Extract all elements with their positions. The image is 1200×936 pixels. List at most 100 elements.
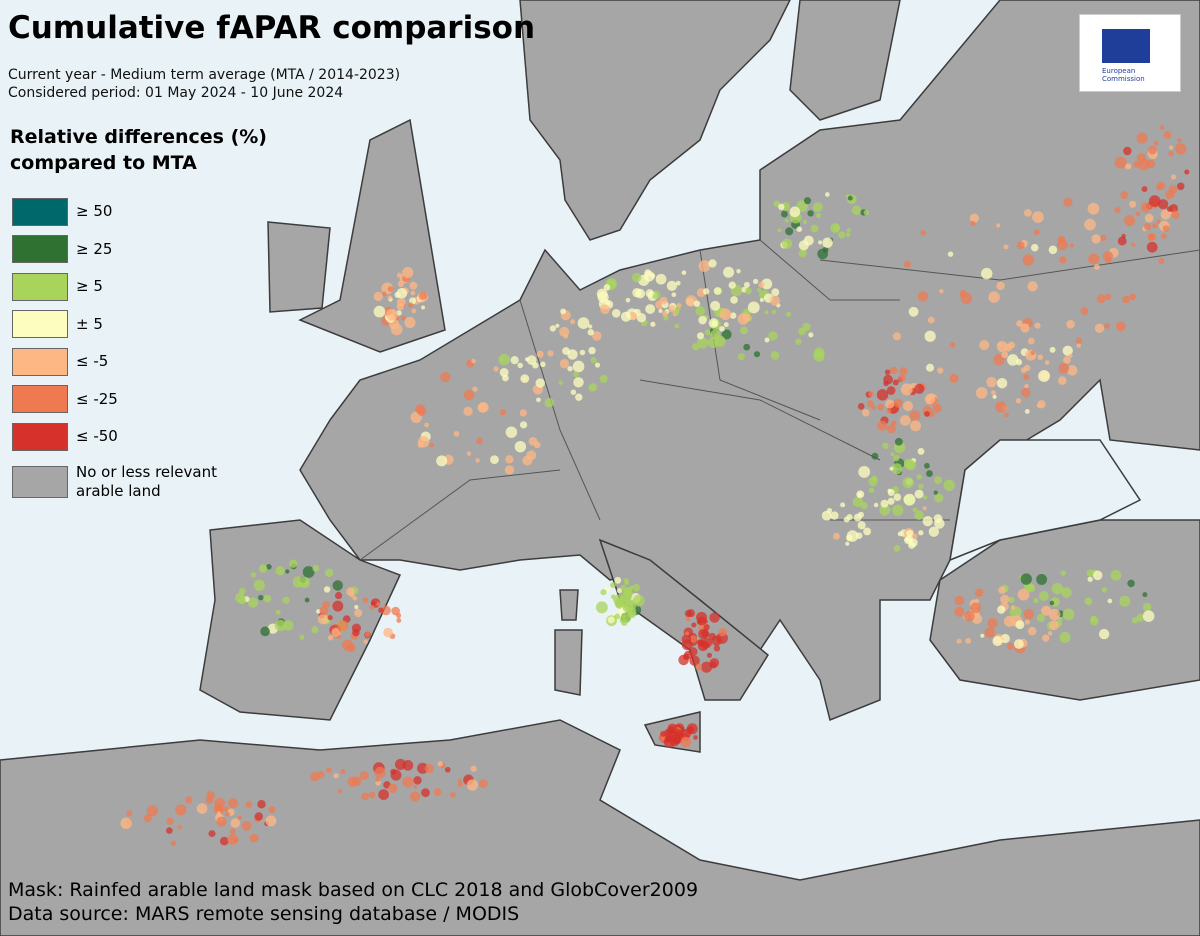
patch-dot (600, 304, 610, 315)
patch-dot (547, 350, 554, 357)
patch-dot (1024, 409, 1030, 414)
patch-dot (912, 507, 918, 513)
patch-dot (927, 316, 935, 324)
patch-dot (378, 607, 384, 613)
patch-dot (992, 636, 1003, 647)
logo-line: European (1102, 67, 1136, 75)
patch-dot (1153, 140, 1159, 146)
patch-dot (620, 618, 628, 626)
patch-dot (689, 635, 697, 643)
patch-dot (363, 639, 368, 645)
patch-dot (373, 305, 386, 318)
legend-title: Relative differences (%) compared to MTA (10, 124, 267, 176)
patch-dot (709, 661, 717, 669)
patch-dot (1136, 613, 1145, 622)
patch-dot (274, 619, 287, 632)
patch-dot (964, 610, 975, 622)
patch-dot (421, 788, 430, 798)
patch-dot (391, 606, 401, 616)
patch-dot (373, 291, 383, 302)
patch-dot (354, 605, 359, 610)
legend-swatch (12, 385, 68, 414)
patch-dot (175, 804, 187, 816)
patch-dot (889, 466, 894, 471)
patch-dot (1057, 235, 1066, 244)
patch-dot (1119, 595, 1131, 607)
patch-dot (709, 612, 720, 623)
patch-dot (1049, 346, 1056, 353)
patch-dot (924, 330, 936, 342)
patch-dot (317, 614, 328, 625)
patch-dot (1001, 351, 1009, 359)
legend-label: ≤ -50 (76, 427, 118, 446)
patch-dot (781, 210, 788, 218)
patch-dot (616, 603, 623, 609)
patch-dot (663, 735, 676, 748)
patch-dot (1171, 210, 1180, 219)
patch-dot (846, 530, 859, 542)
footer: Mask: Rainfed arable land mask based on … (8, 878, 698, 926)
patch-dot (918, 483, 924, 490)
patch-dot (376, 602, 381, 607)
patch-dot (866, 400, 874, 408)
patch-dot (798, 249, 807, 258)
patch-dot (934, 476, 943, 485)
legend-item: ≥ 5 (12, 268, 236, 306)
patch-dot (785, 227, 794, 236)
patch-dot (846, 228, 851, 233)
patch-dot (493, 366, 499, 372)
patch-dot (917, 291, 929, 302)
patch-dot (420, 305, 426, 310)
patch-dot (388, 783, 398, 793)
patch-dot (650, 321, 656, 327)
patch-dot (610, 581, 617, 589)
patch-dot (803, 235, 814, 246)
patch-dot (1060, 570, 1066, 576)
patch-dot (258, 594, 264, 601)
patch-dot (1051, 582, 1064, 595)
patch-dot (1125, 163, 1132, 170)
patch-dot (410, 290, 416, 296)
patch-dot (832, 532, 840, 540)
patch-dot (807, 210, 814, 217)
patch-dot (396, 272, 402, 278)
patch-dot (263, 594, 272, 603)
patch-dot (411, 308, 417, 314)
patch-dot (884, 369, 891, 375)
patch-dot (1049, 600, 1055, 606)
patch-dot (249, 833, 259, 843)
patch-dot (908, 306, 919, 317)
patch-dot (254, 812, 263, 821)
patch-dot (723, 266, 735, 278)
patch-dot (1062, 608, 1075, 621)
patch-dot (969, 213, 979, 223)
patch-dot (853, 513, 862, 522)
patch-dot (924, 393, 936, 405)
patch-dot (302, 566, 315, 578)
patch-dot (713, 287, 722, 295)
patch-dot (698, 260, 711, 273)
patch-dot (595, 601, 608, 614)
legend-swatch (12, 197, 68, 226)
patch-dot (332, 600, 344, 612)
patch-dot (1148, 195, 1161, 207)
patch-dot (939, 288, 944, 294)
patch-dot (1059, 631, 1071, 643)
patch-dot (676, 302, 682, 308)
patch-dot (1068, 353, 1073, 358)
patch-dot (996, 223, 1001, 228)
patch-dot (822, 246, 829, 253)
patch-dot (1142, 592, 1148, 598)
patch-dot (988, 291, 1000, 303)
patch-dot (1038, 590, 1049, 601)
patch-dot (597, 291, 609, 303)
patch-dot (893, 454, 900, 462)
patch-dot (1087, 576, 1093, 582)
patch-dot (1144, 223, 1152, 231)
patch-dot (1146, 159, 1156, 169)
patch-dot (868, 487, 875, 494)
patch-dot (517, 362, 523, 369)
patch-dot (265, 815, 277, 827)
